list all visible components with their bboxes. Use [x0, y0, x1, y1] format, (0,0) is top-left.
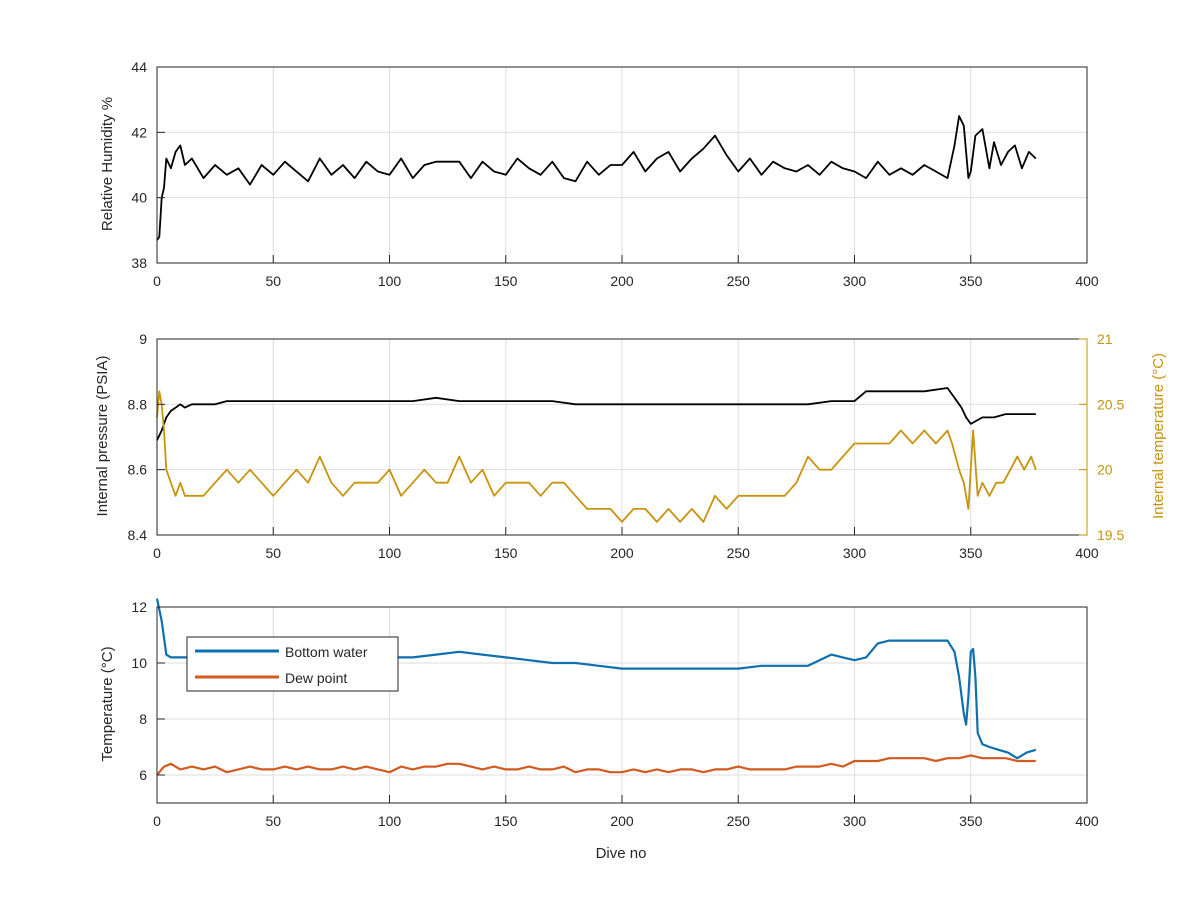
- x-tick-label: 250: [727, 273, 751, 289]
- middle-ylabel-right: Internal temperature (°C): [1150, 353, 1167, 519]
- x-tick-label: 200: [610, 545, 634, 561]
- x-tick-label: 400: [1075, 273, 1099, 289]
- legend-label-bottom-water: Bottom water: [285, 644, 368, 660]
- bottom-xlabel: Dive no: [596, 845, 647, 862]
- panel-internal-pressure-temperature: 0 50 100 150 200 250 300 350 400 8.4 8.6 8.8 9 19.5 20…: [128, 331, 1125, 561]
- x-tick-label: 250: [727, 545, 751, 561]
- x-tick-label: 150: [494, 813, 518, 829]
- series-line-right-axis: [156, 390, 1037, 523]
- x-tick-label: 200: [610, 813, 634, 829]
- y-right-tick-label: 20.5: [1097, 396, 1124, 412]
- x-tick-label: 150: [494, 545, 518, 561]
- series-line-left-axis: [156, 115, 1037, 241]
- y-tick-label: 40: [131, 190, 147, 206]
- panel-relative-humidity: 0 50 100 150 200 250 300 350 400 38 40 42 44: [131, 59, 1098, 289]
- y-tick-label: 12: [131, 599, 147, 615]
- x-tick-label: 100: [378, 273, 402, 289]
- x-tick-label: 300: [843, 273, 867, 289]
- legend-box: [186, 636, 399, 692]
- legend-label-dew-point: Dew point: [285, 670, 347, 686]
- series-line-left-axis: [156, 387, 1036, 441]
- x-tick-label: 350: [959, 273, 983, 289]
- x-tick-label: 0: [153, 813, 161, 829]
- y-tick-label: 8.8: [128, 396, 148, 412]
- y-right-tick-label: 20: [1097, 462, 1113, 478]
- x-tick-label: 100: [378, 545, 402, 561]
- series-line-bottom-water: [155, 598, 1037, 760]
- panel-temperature: 0 50 100 150 200 250 300 350 400 6 8 10 12: [131, 598, 1099, 829]
- x-tick-label: 200: [610, 273, 634, 289]
- x-tick-label: 50: [265, 813, 281, 829]
- x-tick-label: 0: [153, 273, 161, 289]
- x-tick-label: 50: [265, 273, 281, 289]
- y-tick-label: 38: [131, 255, 147, 271]
- x-tick-label: 400: [1075, 813, 1099, 829]
- y-tick-label: 8.6: [128, 462, 148, 478]
- x-tick-label: 100: [378, 813, 402, 829]
- x-tick-label: 400: [1075, 545, 1099, 561]
- x-tick-label: 50: [265, 545, 281, 561]
- bottom-ylabel: Temperature (°C): [99, 646, 116, 761]
- x-tick-label: 0: [153, 545, 161, 561]
- y-right-tick-label: 21: [1097, 331, 1113, 347]
- x-tick-label: 350: [959, 545, 983, 561]
- top-ylabel: Relative Humidity %: [99, 97, 116, 231]
- x-tick-label: 250: [727, 813, 751, 829]
- series-line-dew-point: [156, 754, 1036, 776]
- y-right-tick-label: 19.5: [1097, 527, 1124, 543]
- y-tick-label: 44: [131, 59, 147, 75]
- x-tick-label: 300: [843, 545, 867, 561]
- legend: Bottom water Dew point: [186, 636, 399, 692]
- y-tick-label: 6: [139, 767, 147, 783]
- x-tick-label: 350: [959, 813, 983, 829]
- middle-ylabel-left: Internal pressure (PSIA): [94, 356, 111, 517]
- x-tick-label: 300: [843, 813, 867, 829]
- y-tick-label: 9: [139, 331, 147, 347]
- y-tick-label: 10: [131, 655, 147, 671]
- y-tick-label: 42: [131, 124, 147, 140]
- x-tick-label: 150: [494, 273, 518, 289]
- y-tick-label: 8: [139, 711, 147, 727]
- y-tick-label: 8.4: [128, 527, 148, 543]
